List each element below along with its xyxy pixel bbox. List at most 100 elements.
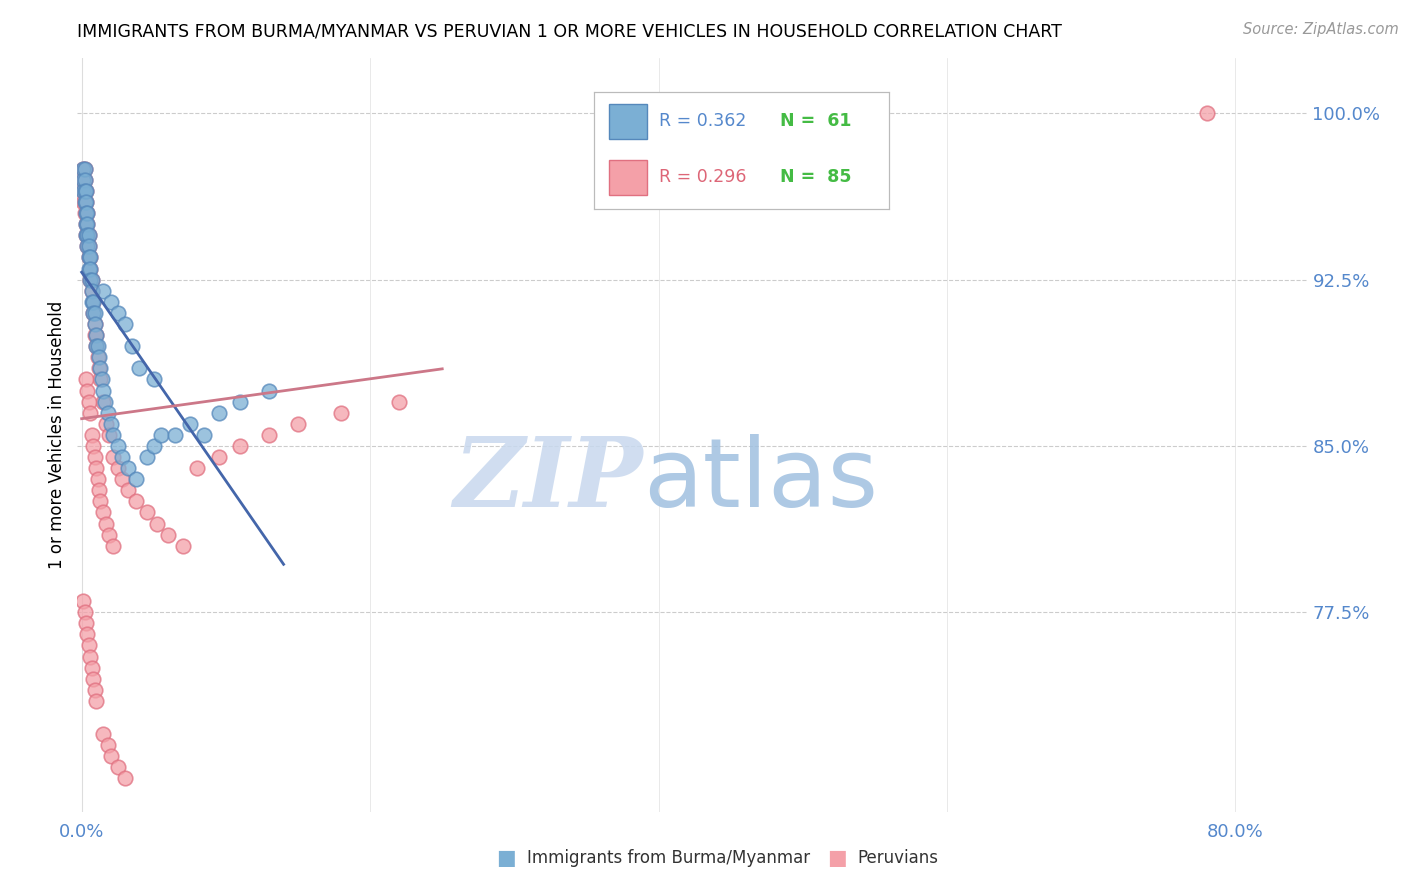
- Point: [75, 372, 97, 386]
- Point: [80, 284, 103, 298]
- Point: [135, 450, 157, 464]
- Point: [86, 472, 108, 486]
- Point: [145, 516, 167, 531]
- Point: [82, 294, 104, 309]
- Point: [149, 427, 172, 442]
- Point: [72, 195, 94, 210]
- Point: [157, 527, 180, 541]
- Point: [79, 649, 101, 664]
- Point: [72, 184, 94, 198]
- Point: [82, 306, 104, 320]
- Point: [77, 639, 100, 653]
- Point: [73, 161, 96, 176]
- Point: [114, 317, 136, 331]
- Point: [73, 173, 96, 187]
- Text: 80.0%: 80.0%: [1208, 822, 1264, 841]
- Point: [75, 217, 97, 231]
- Point: [82, 294, 104, 309]
- Text: atlas: atlas: [644, 434, 879, 526]
- Point: [73, 195, 96, 210]
- Point: [79, 273, 101, 287]
- Point: [179, 417, 201, 431]
- Point: [79, 261, 101, 276]
- Point: [83, 328, 105, 343]
- Point: [80, 660, 103, 674]
- Point: [82, 439, 104, 453]
- Point: [75, 206, 97, 220]
- Text: Source: ZipAtlas.com: Source: ZipAtlas.com: [1243, 22, 1399, 37]
- Point: [75, 195, 97, 210]
- Point: [76, 627, 98, 641]
- Point: [75, 195, 97, 210]
- Point: [208, 406, 231, 420]
- Point: [73, 605, 96, 619]
- Point: [100, 749, 122, 764]
- Point: [229, 439, 252, 453]
- Point: [97, 406, 120, 420]
- Point: [98, 427, 121, 442]
- Point: [72, 594, 94, 608]
- Point: [172, 539, 194, 553]
- Point: [107, 461, 129, 475]
- Point: [91, 394, 114, 409]
- Point: [80, 427, 103, 442]
- Point: [142, 439, 165, 453]
- Point: [83, 317, 105, 331]
- Point: [80, 273, 103, 287]
- Point: [1195, 106, 1218, 120]
- Point: [89, 361, 111, 376]
- Point: [107, 439, 129, 453]
- Point: [125, 494, 148, 508]
- Point: [73, 206, 96, 220]
- Point: [77, 228, 100, 243]
- Point: [91, 505, 114, 519]
- Point: [117, 483, 139, 498]
- Point: [117, 461, 139, 475]
- Point: [76, 206, 98, 220]
- Point: [91, 284, 114, 298]
- Point: [76, 217, 98, 231]
- Point: [208, 450, 231, 464]
- Point: [257, 384, 280, 398]
- Point: [97, 738, 120, 752]
- Point: [287, 417, 309, 431]
- Point: [388, 394, 411, 409]
- Point: [165, 427, 187, 442]
- Point: [89, 372, 111, 386]
- Point: [83, 306, 105, 320]
- Point: [257, 427, 280, 442]
- Point: [98, 527, 121, 541]
- Point: [96, 516, 118, 531]
- Point: [84, 339, 107, 353]
- Point: [75, 184, 97, 198]
- Point: [79, 406, 101, 420]
- Point: [77, 251, 100, 265]
- Point: [73, 195, 96, 210]
- Point: [93, 394, 115, 409]
- Point: [84, 461, 107, 475]
- Point: [128, 361, 150, 376]
- Y-axis label: 1 or more Vehicles in Household: 1 or more Vehicles in Household: [48, 301, 66, 569]
- Point: [84, 328, 107, 343]
- Point: [76, 239, 98, 253]
- Point: [125, 472, 148, 486]
- Point: [77, 239, 100, 253]
- Point: [76, 217, 98, 231]
- Point: [73, 184, 96, 198]
- Point: [79, 251, 101, 265]
- Point: [87, 483, 110, 498]
- Point: [84, 694, 107, 708]
- Point: [107, 306, 129, 320]
- Point: [100, 294, 122, 309]
- Point: [75, 616, 97, 631]
- Point: [77, 261, 100, 276]
- Point: [91, 384, 114, 398]
- Point: [82, 672, 104, 686]
- Point: [76, 228, 98, 243]
- Point: [90, 372, 112, 386]
- Point: [77, 251, 100, 265]
- Point: [121, 339, 143, 353]
- Text: Peruvians: Peruvians: [858, 849, 939, 867]
- Point: [87, 351, 110, 365]
- Point: [79, 261, 101, 276]
